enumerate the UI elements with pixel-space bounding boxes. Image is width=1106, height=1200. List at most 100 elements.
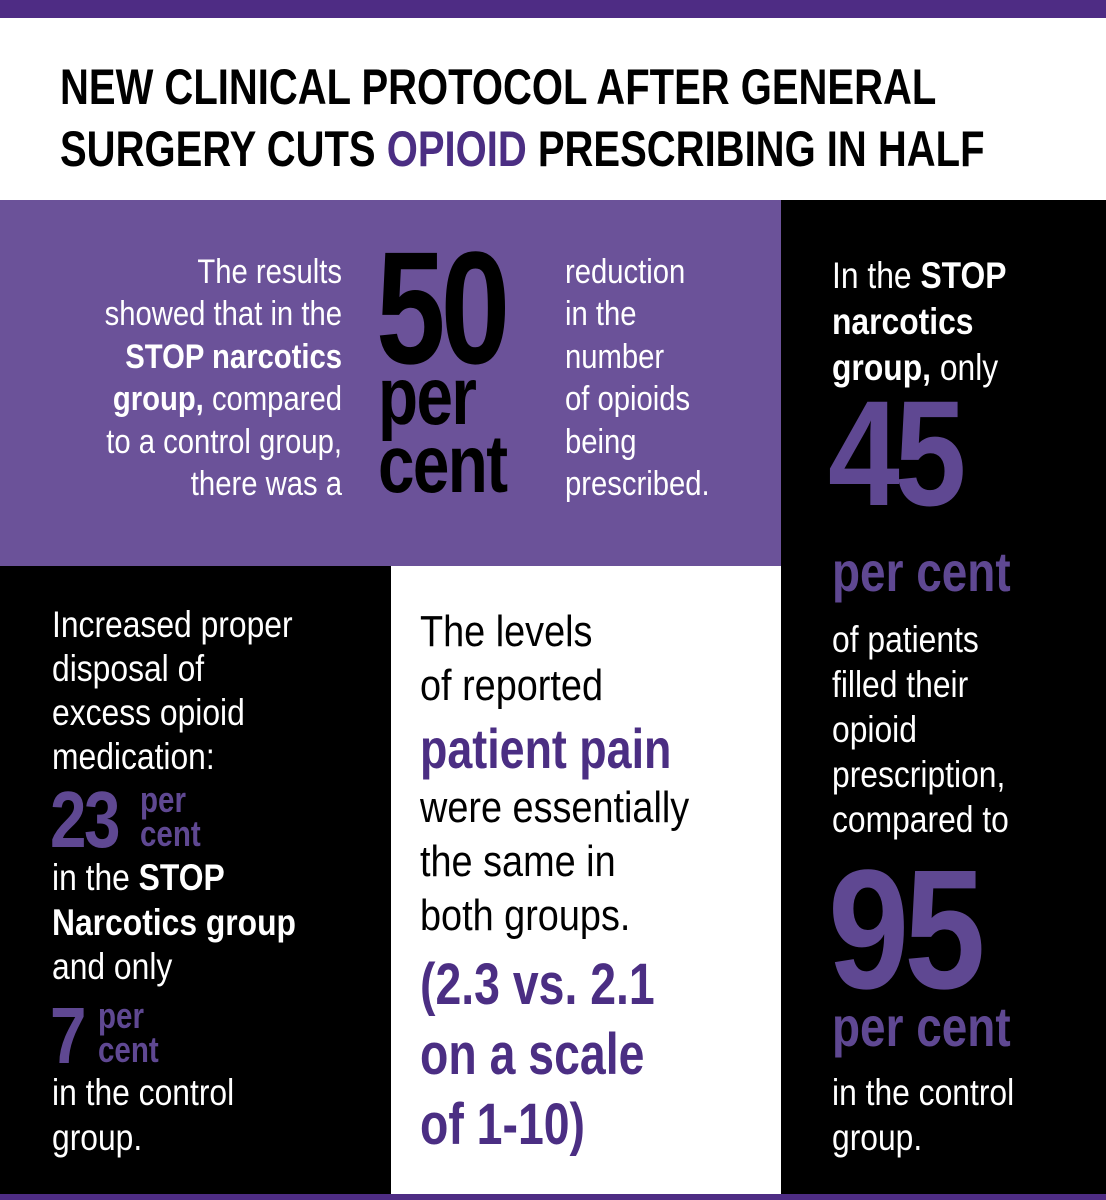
text-line: number xyxy=(565,336,710,378)
stat-50-cent: cent xyxy=(378,419,508,510)
right-end-lines: in the control group. xyxy=(832,1070,1014,1160)
stat-23-number: 23 xyxy=(50,775,121,864)
text: Increased proper xyxy=(52,604,293,645)
stat-7-cent: cent xyxy=(98,1029,159,1070)
highlight-word: OPIOID xyxy=(386,121,527,177)
middle-intro: The levels of reported xyxy=(420,605,633,713)
bottom-bar xyxy=(0,1194,1106,1200)
text-line: being xyxy=(565,421,710,463)
text-line: and only xyxy=(52,945,296,990)
text: being xyxy=(565,422,637,461)
text-line: in the control xyxy=(832,1070,1014,1115)
bold-text: group, xyxy=(112,380,204,419)
text: excess opioid xyxy=(52,692,245,733)
title-line-2: SURGERY CUTS OPIOID PRESCRIBING IN HALF xyxy=(60,118,985,180)
text: filled their xyxy=(832,664,969,705)
stat-95-unit: per cent xyxy=(832,995,1011,1058)
text-line: NEW CLINICAL PROTOCOL AFTER GENERAL xyxy=(60,56,936,118)
text: in the control xyxy=(52,1072,235,1113)
left-middle: in the STOP Narcotics group and only xyxy=(52,856,336,990)
text-line: narcotics xyxy=(832,299,1007,345)
text-line: of patients xyxy=(832,617,1009,662)
stat-95-number: 95 xyxy=(828,835,985,1025)
text: reduction xyxy=(565,253,686,291)
middle-intro-lines: The levels of reported xyxy=(420,605,603,713)
text: in the xyxy=(565,295,637,334)
text-line: prescribed. xyxy=(565,463,710,505)
text-line: reduction xyxy=(565,251,710,293)
text-line: group. xyxy=(52,1115,234,1160)
text: compared xyxy=(203,380,342,419)
text: in the control xyxy=(832,1072,1015,1113)
top-left-text: The results showed that in the STOP narcot… xyxy=(66,251,342,505)
stats-line: (2.3 vs. 2.1 xyxy=(420,952,655,1017)
top-after-lines: reduction in the number of opioids being pres… xyxy=(565,251,710,505)
text-line: in the STOP xyxy=(52,856,296,901)
bold-text: group, xyxy=(832,347,931,388)
stat-50-number: 50 xyxy=(376,218,510,397)
text: the same in xyxy=(420,837,616,886)
text: PRESCRIBING IN HALF xyxy=(526,121,985,177)
text: to a control group, xyxy=(106,422,342,461)
text: disposal of xyxy=(52,648,205,689)
stat-7-per: per xyxy=(98,995,144,1036)
text: The results xyxy=(197,253,342,291)
right-middle-lines: of patients filled their opioid prescriptio… xyxy=(832,617,1009,842)
text: compared to xyxy=(832,799,1009,840)
text-line: In the STOP xyxy=(832,253,1007,299)
text-line: in the control xyxy=(52,1070,234,1115)
middle-body: were essentially the same in both groups. xyxy=(420,781,733,943)
text-line: disposal of xyxy=(52,647,293,691)
text: showed that in the xyxy=(104,295,342,334)
text-line: excess opioid xyxy=(52,691,293,735)
text: of opioids xyxy=(565,380,691,419)
bold-text: STOP xyxy=(920,255,1007,296)
bold-text: narcotics xyxy=(832,301,974,342)
text: and only xyxy=(52,946,173,987)
left-intro-lines: Increased proper disposal of excess opioid… xyxy=(52,603,293,779)
text: In the xyxy=(832,255,921,296)
title-line-1: NEW CLINICAL PROTOCOL AFTER GENERAL xyxy=(60,56,936,118)
text: SURGERY CUTS xyxy=(60,121,387,177)
text: The levels xyxy=(420,607,593,656)
top-left-lines: The results showed that in the STOP narcot… xyxy=(105,251,342,505)
text-line: group. xyxy=(832,1115,1014,1160)
page-title: NEW CLINICAL PROTOCOL AFTER GENERAL SURG… xyxy=(60,56,1106,180)
bold-text: Narcotics group xyxy=(52,901,296,943)
right-black-panel xyxy=(781,200,1106,1200)
text-line: SURGERY CUTS OPIOID PRESCRIBING IN HALF xyxy=(60,118,985,180)
text-line: in the xyxy=(565,293,710,335)
text: were essentially xyxy=(420,783,690,832)
stats-line: on a scale xyxy=(420,1022,645,1087)
text-line: the same in xyxy=(420,835,689,889)
text: of reported xyxy=(420,661,604,710)
stat-7-number: 7 xyxy=(50,991,87,1080)
text-line: were essentially xyxy=(420,781,689,835)
text-line: group, compared xyxy=(105,378,342,420)
text-line: The levels xyxy=(420,605,603,659)
text: only xyxy=(930,347,999,388)
text: prescription, xyxy=(832,754,1006,795)
stat-23-per: per xyxy=(140,779,186,820)
text-line: there was a xyxy=(105,463,342,505)
text: of patients xyxy=(832,619,979,660)
bold-text: STOP xyxy=(138,857,225,898)
left-black-panel xyxy=(0,566,391,1200)
top-bar xyxy=(0,0,1106,18)
text: in the xyxy=(52,857,139,898)
text-line: both groups. xyxy=(420,889,689,943)
right-intro-lines: In the STOP narcotics group, only xyxy=(832,253,1007,391)
middle-highlight: patient pain xyxy=(420,717,672,780)
left-end-lines: in the control group. xyxy=(52,1070,234,1160)
right-middle: of patients filled their opioid prescriptio… xyxy=(832,617,1038,842)
middle-stats: (2.3 vs. 2.1 on a scale of 1-10) xyxy=(420,950,655,1160)
stat-50-per: per xyxy=(378,351,477,442)
right-end: in the control group. xyxy=(832,1070,1044,1160)
left-end: in the control group. xyxy=(52,1070,264,1160)
text-line: prescription, xyxy=(832,752,1009,797)
text-line: STOP narcotics xyxy=(105,336,342,378)
text-line: opioid xyxy=(832,707,1009,752)
text: medication: xyxy=(52,736,215,777)
text-line: to a control group, xyxy=(105,421,342,463)
text-line: of opioids xyxy=(565,378,710,420)
